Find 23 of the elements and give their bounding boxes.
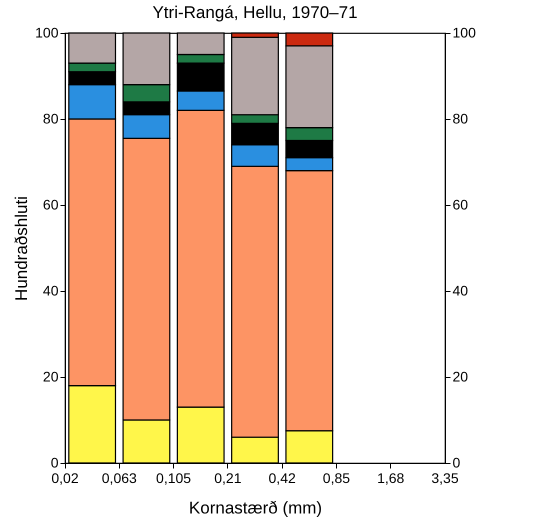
y2-tick-label: 60 (452, 196, 468, 212)
chart-title: Ytri-Rangá, Hellu, 1970–71 (152, 3, 358, 22)
y2-tick-label: 20 (452, 368, 468, 384)
y-tick-label: 60 (42, 196, 59, 212)
x-axis-title: Kornastærð (mm) (188, 498, 322, 518)
y-axis-title: Hundraðshluti (12, 196, 32, 301)
text: 1,68 (377, 470, 405, 486)
text: 0,42 (268, 470, 296, 486)
text: 0,21 (214, 470, 242, 486)
y-tick-label: 80 (42, 110, 59, 126)
y2-tick-label: 100 (452, 24, 476, 40)
y2-tick-label: 40 (452, 282, 468, 298)
y-tick-label: 40 (42, 282, 59, 298)
y-tick-label: 0 (50, 454, 59, 470)
text: 0,02 (51, 470, 79, 486)
y2-tick-label: 80 (452, 110, 468, 126)
text: 0,85 (322, 470, 350, 486)
text: 0,105 (156, 470, 192, 486)
y2-tick-label: 0 (452, 454, 460, 470)
text: 3,35 (431, 470, 459, 486)
y-tick-label: 100 (35, 24, 59, 40)
text: 0,063 (102, 470, 138, 486)
y-tick-label: 20 (42, 368, 59, 384)
